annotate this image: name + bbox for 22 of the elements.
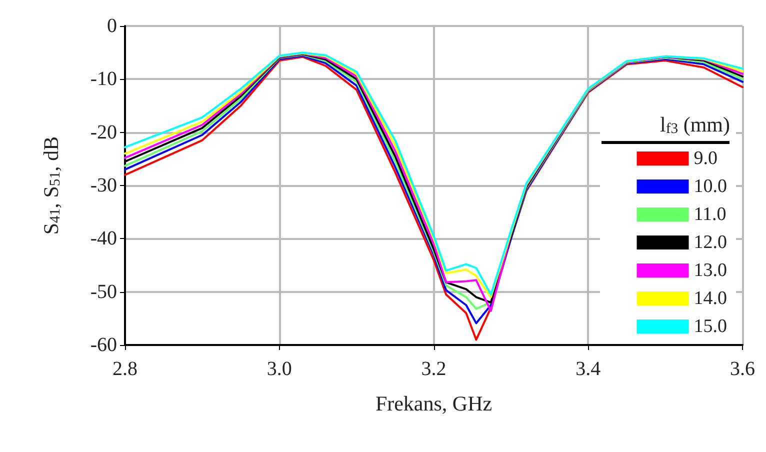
y-tick-label: -60 — [90, 334, 117, 356]
x-tick-label: 3.6 — [730, 358, 755, 380]
legend-label: 10.0 — [694, 176, 727, 197]
x-tick-label: 3.0 — [266, 358, 292, 380]
x-tick-label: 3.4 — [576, 358, 601, 380]
legend-title: lf3 (mm) — [660, 112, 730, 138]
legend-label: 11.0 — [694, 204, 726, 225]
legend-label: 9.0 — [694, 148, 718, 169]
y-tick-label: -30 — [90, 174, 117, 196]
y-axis-title: S41, S51, dB — [38, 136, 64, 235]
legend-label: 15.0 — [694, 316, 727, 337]
legend-label: 13.0 — [694, 260, 727, 281]
y-tick-label: -20 — [90, 121, 117, 144]
y-tick-label: 0 — [107, 15, 117, 37]
y-tick-label: -10 — [90, 68, 117, 90]
x-tick-label: 2.8 — [112, 358, 138, 380]
x-tick-label: 3.2 — [421, 358, 446, 380]
y-tick-label: -50 — [90, 280, 117, 303]
x-axis-title: Frekans, GHz — [375, 392, 492, 416]
legend-label: 14.0 — [694, 288, 727, 309]
legend-label: 12.0 — [694, 232, 727, 253]
y-tick-label: -40 — [90, 228, 117, 250]
